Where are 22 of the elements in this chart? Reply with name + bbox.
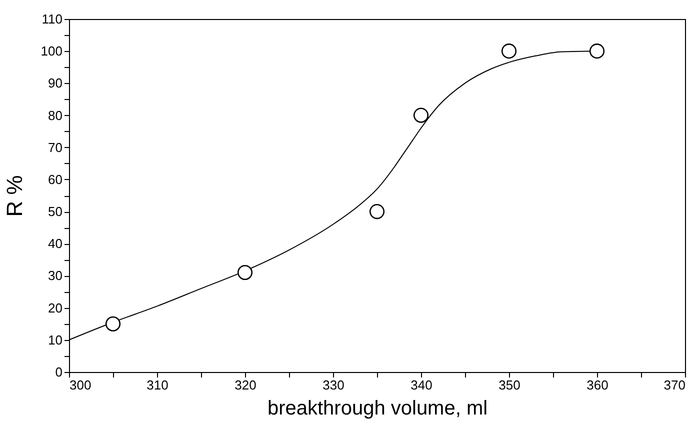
y-tick-label: 70 (48, 140, 62, 155)
x-tick-label: 370 (664, 378, 686, 392)
x-tick-label: 350 (498, 378, 520, 392)
y-tick-label: 50 (48, 204, 62, 220)
y-tick-label: 40 (48, 236, 62, 252)
y-tick-label: 60 (48, 172, 62, 187)
y-tick-label: 80 (48, 108, 62, 123)
x-axis-title: breakthrough volume, ml (267, 398, 488, 420)
x-tick-label: 340 (410, 378, 432, 392)
x-tick-label: 330 (322, 378, 344, 392)
y-tick-label: 0 (55, 364, 62, 380)
y-tick-label: 90 (48, 76, 62, 91)
y-tick-label: 20 (48, 300, 62, 316)
y-tick-label: 10 (48, 332, 62, 348)
x-tick-label: 320 (234, 378, 256, 392)
x-tick-label: 360 (586, 378, 608, 392)
x-tick-label: 310 (146, 378, 168, 392)
y-axis-title: R % (2, 175, 27, 217)
x-tick-label: 300 (70, 378, 92, 392)
y-tick-label: 100 (40, 44, 62, 59)
y-tick-label: 110 (42, 12, 62, 26)
y-tick-label: 30 (48, 268, 62, 284)
